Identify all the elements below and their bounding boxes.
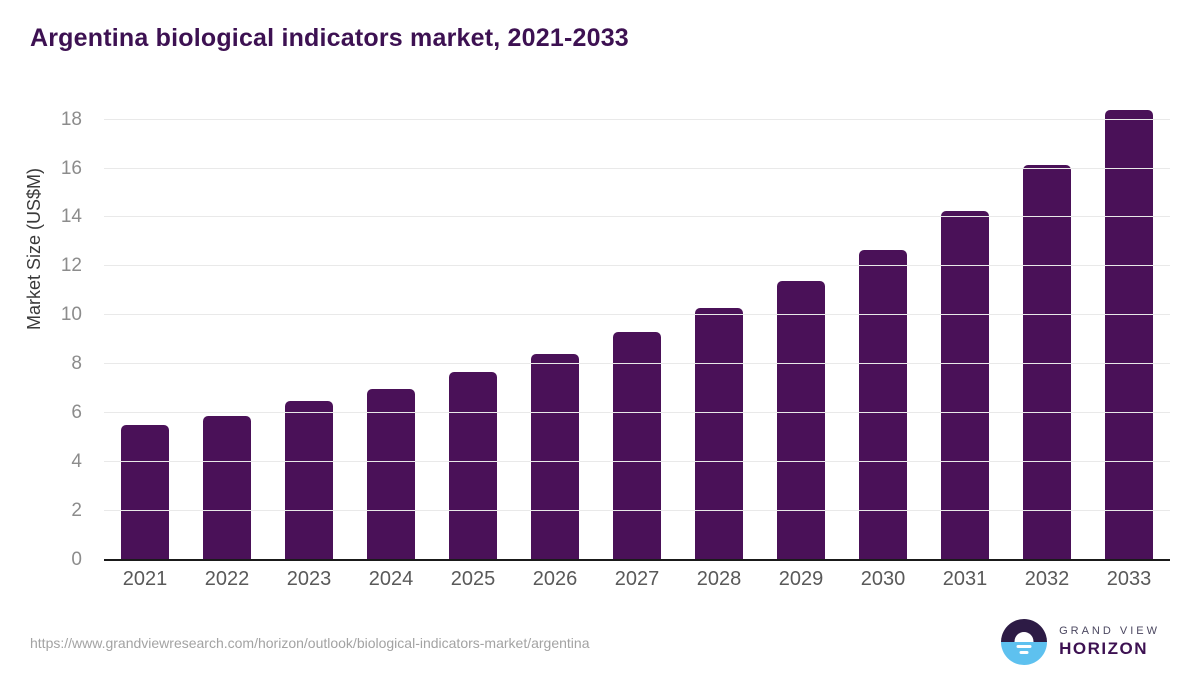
bar-slot-2026 (514, 100, 596, 560)
gridline-8 (104, 363, 1170, 365)
logo-brand-grand-view: GRAND VIEW (1059, 625, 1160, 637)
gridline-18 (104, 118, 1170, 120)
bar-2025 (449, 371, 497, 560)
bar-2033 (1105, 109, 1153, 560)
y-tick-label-8: 8 (71, 353, 82, 375)
gridline-10 (104, 314, 1170, 316)
bar-slot-2025 (432, 100, 514, 560)
chart-title: Argentina biological indicators market, … (30, 24, 629, 52)
x-tick-label-2021: 2021 (122, 568, 168, 590)
bar-slot-2023 (268, 100, 350, 560)
bar-2031 (941, 211, 989, 560)
x-tick-label-2029: 2029 (778, 568, 824, 590)
y-axis-tick-labels: 0 2 4 6 8 10 12 14 16 18 (0, 100, 94, 570)
bar-slot-2022 (186, 100, 268, 560)
x-tick-label-2032: 2032 (1024, 568, 1070, 590)
y-tick-label-6: 6 (71, 402, 82, 424)
gridline-6 (104, 412, 1170, 414)
sun-reflection-line-1 (1016, 645, 1032, 648)
horizon-sun-icon (1001, 619, 1048, 665)
x-tick-label-2025: 2025 (450, 568, 496, 590)
y-tick-label-2: 2 (71, 500, 82, 522)
bar-slot-2032 (1006, 100, 1088, 560)
y-tick-label-16: 16 (60, 157, 82, 179)
logo-text: GRAND VIEW HORIZON (1059, 625, 1160, 659)
bar-series (104, 100, 1170, 560)
bar-slot-2030 (842, 100, 924, 560)
x-axis-line (104, 559, 1170, 561)
x-tick-label-2023: 2023 (286, 568, 332, 590)
bar-slot-2027 (596, 100, 678, 560)
x-tick-label-2026: 2026 (532, 568, 578, 590)
bar-slot-2024 (350, 100, 432, 560)
bar-2024 (367, 388, 415, 560)
y-tick-label-12: 12 (60, 255, 82, 277)
bar-2023 (285, 400, 333, 560)
gridline-2 (104, 510, 1170, 512)
x-tick-label-2028: 2028 (696, 568, 742, 590)
bar-slot-2021 (104, 100, 186, 560)
bar-2030 (859, 250, 907, 560)
bar-slot-2029 (760, 100, 842, 560)
gridline-16 (104, 167, 1170, 169)
y-tick-label-18: 18 (60, 108, 82, 130)
sun-reflection-line-2 (1019, 651, 1029, 654)
y-tick-label-0: 0 (71, 549, 82, 570)
bar-slot-2033 (1088, 100, 1170, 560)
bar-2027 (613, 332, 661, 560)
grandview-horizon-logo: GRAND VIEW HORIZON (1001, 619, 1160, 665)
bar-2032 (1023, 164, 1071, 560)
x-tick-label-2024: 2024 (368, 568, 414, 590)
x-axis-tick-labels: 2021 2022 2023 2024 2025 2026 2027 2028 2029 2030… (104, 568, 1170, 591)
y-tick-label-4: 4 (71, 451, 82, 473)
logo-brand-horizon: HORIZON (1059, 639, 1148, 658)
x-tick-label-2030: 2030 (860, 568, 906, 590)
footer: https://www.grandviewresearch.com/horizo… (0, 613, 1200, 675)
y-tick-label-14: 14 (60, 206, 82, 228)
bar-2021 (121, 425, 169, 560)
bar-2022 (203, 415, 251, 560)
gridline-12 (104, 265, 1170, 267)
bar-2029 (777, 281, 825, 560)
x-tick-label-2033: 2033 (1106, 568, 1152, 590)
plot-area (104, 100, 1170, 561)
y-tick-label-10: 10 (60, 304, 82, 326)
bar-slot-2031 (924, 100, 1006, 560)
bar-slot-2028 (678, 100, 760, 560)
x-tick-label-2027: 2027 (614, 568, 660, 590)
gridline-4 (104, 461, 1170, 463)
gridline-14 (104, 216, 1170, 218)
x-tick-label-2022: 2022 (204, 568, 250, 590)
bar-2028 (695, 307, 743, 560)
x-tick-label-2031: 2031 (942, 568, 988, 590)
bar-2026 (531, 354, 579, 560)
sun-dome-shape (1014, 632, 1034, 642)
source-url: https://www.grandviewresearch.com/horizo… (30, 635, 590, 651)
